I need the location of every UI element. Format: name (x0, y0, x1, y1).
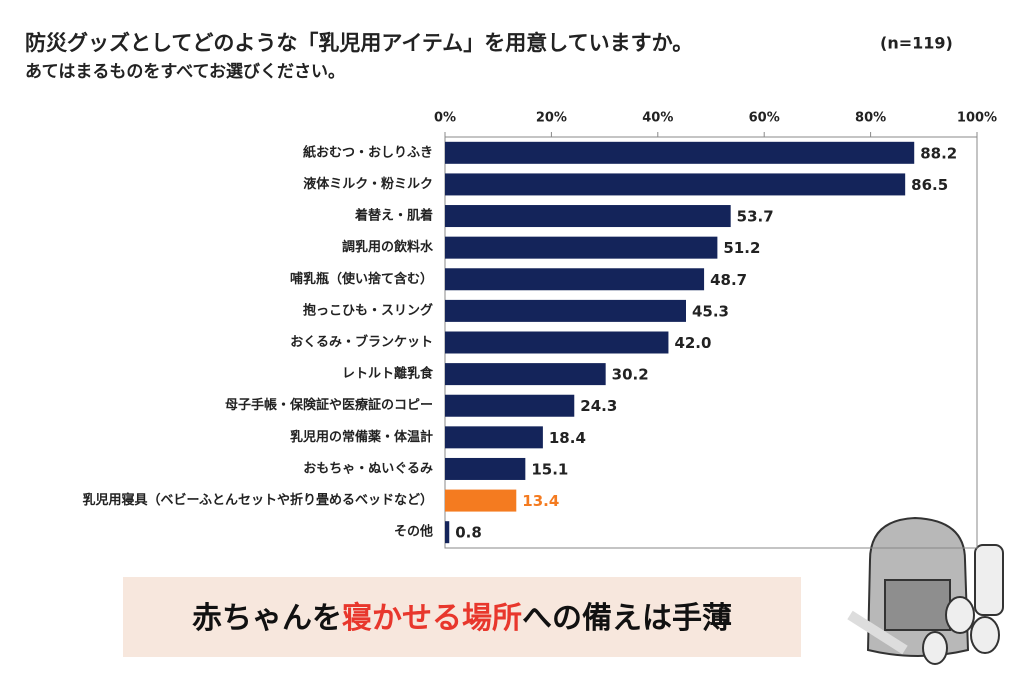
value-label: 53.7 (737, 208, 774, 226)
bar (445, 363, 606, 386)
y-tick-label: おくるみ・ブランケット (290, 334, 433, 350)
y-tick-label: レトルト離乳食 (342, 366, 434, 382)
value-label: 15.1 (531, 460, 568, 478)
bar (445, 205, 731, 228)
x-tick-label: 60% (749, 111, 780, 126)
banner-segment: 寝かせる場所 (342, 601, 522, 636)
chart-subtitle: あてはまるものをすべてお選びください。 (25, 62, 345, 82)
banner-segment: 赤ちゃんを (192, 601, 342, 636)
y-tick-label: 液体ミルク・粉ミルク (303, 176, 433, 192)
x-tick-label: 100% (957, 111, 997, 126)
bar (445, 173, 906, 196)
y-tick-label: 母子手帳・保険証や医療証のコピー (225, 397, 433, 413)
y-tick-label: 乳児用寝具（ベビーふとんセットや折り畳めるベッドなど） (83, 492, 433, 508)
chart-title: 防災グッズとしてどのような「乳児用アイテム」を用意していますか。 (25, 31, 693, 55)
bar (445, 457, 526, 480)
value-label: 0.8 (455, 524, 482, 542)
bar (445, 268, 705, 291)
banner-text: 赤ちゃんを寝かせる場所への備えは手薄 (192, 601, 732, 636)
x-tick-label: 40% (642, 111, 673, 126)
value-label: 42.0 (674, 334, 711, 352)
value-label: 48.7 (710, 271, 747, 289)
value-label: 30.2 (612, 366, 649, 384)
chart-note: (n=119) (880, 34, 953, 53)
value-label: 13.4 (522, 492, 559, 510)
value-label: 86.5 (911, 176, 948, 194)
y-tick-label: 哺乳瓶（使い捨て含む） (290, 271, 433, 287)
value-label: 18.4 (549, 429, 586, 447)
y-tick-label: 紙おむつ・おしりふき (303, 144, 433, 160)
value-label: 24.3 (580, 397, 617, 415)
bar (445, 299, 686, 322)
y-tick-label: 調乳用の飲料水 (342, 239, 434, 255)
y-tick-label: 抱っこひも・スリング (303, 302, 433, 318)
x-tick-label: 20% (536, 111, 567, 126)
bar (445, 394, 575, 417)
banner (123, 577, 801, 657)
x-tick-label: 80% (855, 111, 886, 126)
bar (445, 141, 915, 164)
bar (445, 236, 718, 259)
banner-segment: への備えは手薄 (522, 601, 732, 636)
y-tick-label: その他 (394, 524, 433, 540)
bar (445, 426, 543, 449)
x-tick-label: 0% (434, 111, 456, 126)
y-tick-label: 着替え・肌着 (354, 208, 433, 224)
bar (445, 331, 669, 354)
value-label: 45.3 (692, 302, 729, 320)
y-tick-label: おもちゃ・ぬいぐるみ (303, 461, 433, 476)
value-label: 51.2 (723, 239, 760, 257)
bar (445, 521, 450, 544)
bar (445, 489, 517, 512)
y-tick-label: 乳児用の常備薬・体温計 (290, 429, 433, 445)
illustration (847, 516, 1004, 665)
value-label: 88.2 (920, 144, 957, 162)
